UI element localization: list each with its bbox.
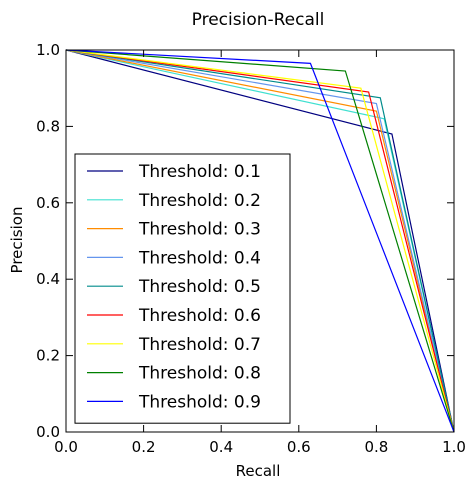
x-tick-label: 1.0 <box>442 438 466 456</box>
y-tick-label: 0.6 <box>36 194 60 212</box>
legend: Threshold: 0.1 Threshold: 0.2 Threshold: 0… <box>74 153 291 424</box>
series-line-1 <box>65 49 455 433</box>
series-line-5 <box>65 49 455 433</box>
x-tick-label: 0.8 <box>364 438 388 456</box>
x-tick-label: 0.2 <box>132 438 156 456</box>
y-tick-label: 0.4 <box>36 270 60 288</box>
legend-label: Threshold: 0.2 <box>138 191 261 211</box>
x-tick-label: 0.6 <box>287 438 311 456</box>
y-tick-label: 0.8 <box>36 117 60 135</box>
series-line-7 <box>65 49 455 433</box>
x-axis-label: Recall <box>236 462 281 480</box>
legend-label: Threshold: 0.4 <box>138 248 261 268</box>
legend-label: Threshold: 0.5 <box>138 277 261 297</box>
series-line-8 <box>65 49 455 433</box>
series-line-4 <box>65 49 455 433</box>
legend-label: Threshold: 0.1 <box>138 162 261 182</box>
y-tick-label: 1.0 <box>36 41 60 59</box>
legend-label: Threshold: 0.9 <box>138 392 261 412</box>
ticks-layer: 0.0 0.2 0.4 0.6 0.8 1.0 0.0 0.2 0.4 0.6 0.8 1.0 <box>36 41 466 456</box>
chart-title: Precision-Recall <box>192 10 325 30</box>
series-line-6 <box>65 49 455 433</box>
x-tick-label: 0.0 <box>54 438 78 456</box>
legend-label: Threshold: 0.7 <box>138 335 261 355</box>
y-axis-label: Precision <box>8 207 26 274</box>
series-line-9 <box>65 49 455 433</box>
legend-label: Threshold: 0.3 <box>138 220 261 240</box>
y-tick-label: 0.2 <box>36 347 60 365</box>
y-tick-label: 0.0 <box>36 423 60 441</box>
series-layer <box>65 49 455 433</box>
legend-label: Threshold: 0.8 <box>138 364 261 384</box>
x-tick-label: 0.4 <box>209 438 233 456</box>
legend-label: Threshold: 0.6 <box>138 306 261 326</box>
legend-box <box>74 153 291 424</box>
plot-frame <box>65 49 455 433</box>
